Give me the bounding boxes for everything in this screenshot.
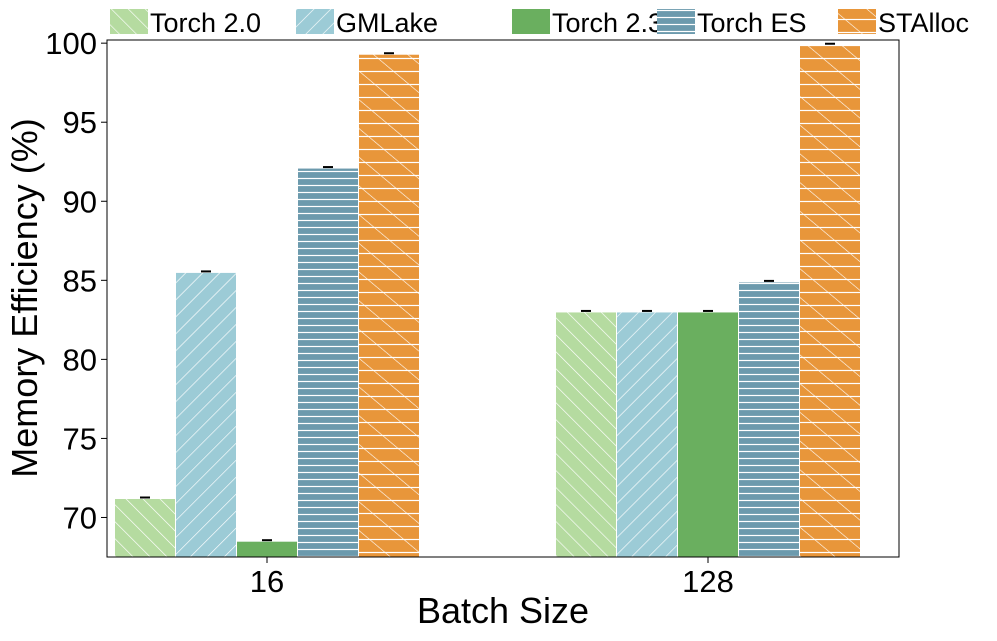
bar-torch-2-3-16	[236, 540, 298, 558]
legend-torch-2-0-swatch-hatch	[110, 9, 148, 34]
y-tick-label-90: 90	[63, 184, 97, 219]
legend-torch-es-swatch-hatch	[657, 9, 695, 34]
legend-gmlake-label: GMLake	[336, 8, 438, 38]
bar-stalloc-128-hatch	[799, 44, 861, 558]
y-tick-label-85: 85	[63, 263, 97, 298]
y-tick-label-75: 75	[63, 421, 97, 456]
bars-group	[114, 42, 861, 558]
bar-stalloc-16-hatch	[358, 54, 420, 557]
y-axis-label: Memory Efficiency (%)	[4, 118, 45, 477]
x-axis-ticks: 16 128	[250, 557, 734, 599]
bar-torch-es-128-hatch	[738, 281, 800, 557]
y-tick-label-80: 80	[63, 342, 97, 377]
y-tick-label-100: 100	[45, 26, 97, 61]
y-axis-ticks: 70 75 80 85 90 95 100	[45, 26, 107, 535]
legend-torch-es-label: Torch ES	[697, 8, 807, 38]
x-tick-label-128: 128	[682, 564, 734, 599]
bar-torch-2-0-128-hatch	[555, 311, 617, 557]
bar-gmlake-16-hatch	[175, 272, 237, 557]
x-axis-label: Batch Size	[417, 590, 589, 631]
legend-gmlake-swatch-hatch	[296, 9, 334, 34]
plot-frame	[106, 39, 900, 558]
legend: Torch 2.0 GMLake Torch 2.3 Torch ES STAlloc	[110, 8, 969, 38]
legend-torch-2-3-label: Torch 2.3	[552, 8, 663, 38]
x-tick-label-16: 16	[250, 564, 284, 599]
bar-torch-2-3-128	[677, 311, 739, 558]
bar-gmlake-128-hatch	[616, 311, 678, 557]
legend-torch-2-3-swatch	[512, 9, 550, 34]
legend-stalloc-label: STAlloc	[878, 8, 969, 38]
y-tick-label-70: 70	[63, 500, 97, 535]
y-tick-label-95: 95	[63, 105, 97, 140]
legend-torch-2-0-label: Torch 2.0	[150, 8, 261, 38]
bar-torch-2-0-16-hatch	[114, 498, 176, 557]
bar-torch-es-16-hatch	[297, 168, 359, 558]
legend-stalloc-swatch-hatch	[838, 9, 876, 34]
